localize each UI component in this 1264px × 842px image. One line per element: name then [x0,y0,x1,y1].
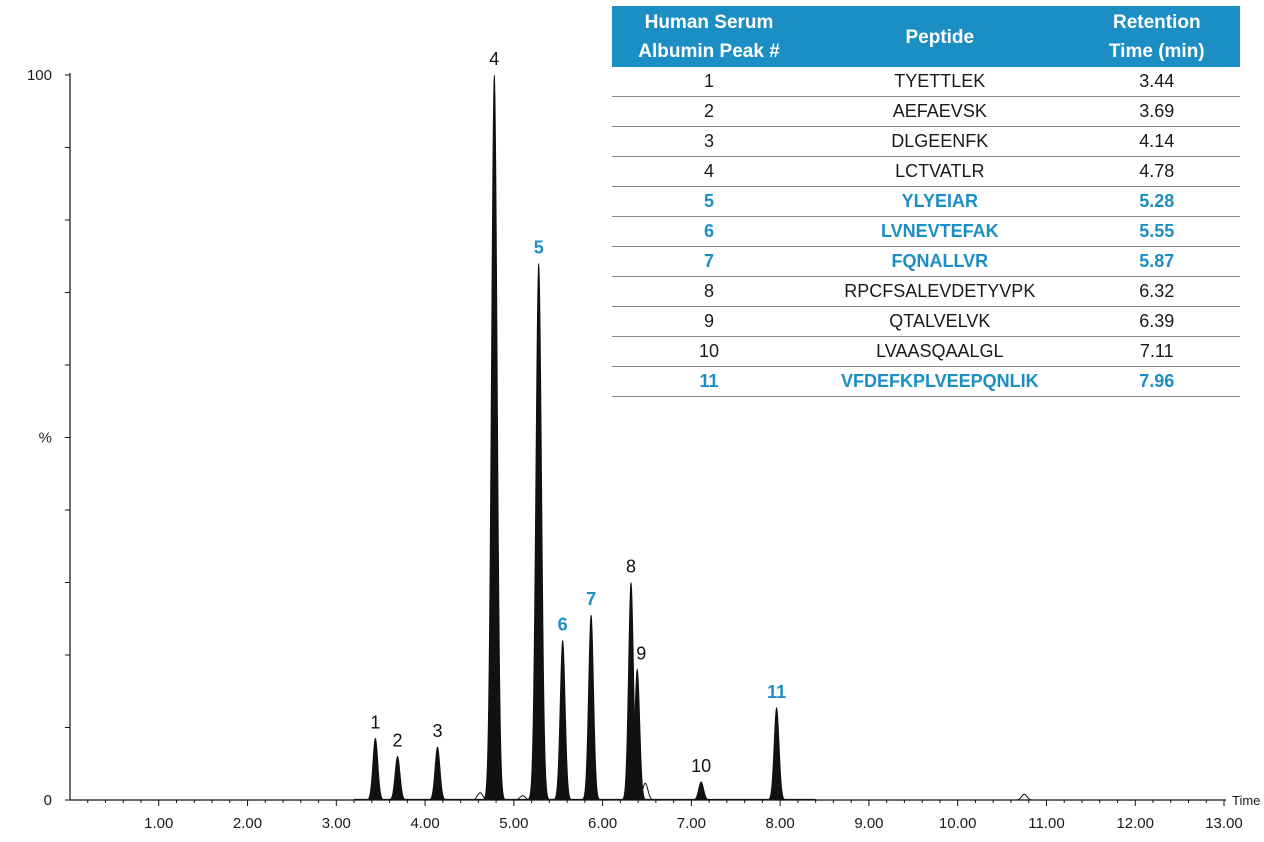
x-tick-label: 12.00 [1116,815,1154,832]
peak-label: 5 [534,238,544,258]
peak-label: 3 [432,721,442,741]
x-axis-title: Time [1232,793,1260,808]
peak-label: 4 [489,49,499,69]
table-row: 6 LVNEVTEFAK 5.55 [612,216,1240,247]
table-cell-peak: 1 [612,67,807,97]
chromatogram-trace [354,74,1035,801]
table-row: 5 YLYEIAR 5.28 [612,186,1240,217]
peak-2 [387,755,408,801]
minor-feature [1013,793,1035,801]
table-cell-peptide: QTALVELVK [806,306,1074,337]
table-cell-rt: 6.32 [1073,276,1240,307]
table-row: 10 LVAASQAALGL 7.11 [612,336,1240,367]
y-tick-label: % [39,430,52,447]
peak-1 [365,737,386,801]
table-cell-peak: 11 [612,366,807,397]
table-cell-rt: 3.69 [1073,96,1240,127]
peak-3 [427,746,448,801]
x-tick-label: 9.00 [854,815,883,832]
table-row: 8 RPCFSALEVDETYVPK 6.32 [612,276,1240,307]
x-tick-label: 1.00 [144,815,173,832]
peak-6 [552,640,574,801]
table-cell-peptide: YLYEIAR [806,186,1074,217]
x-tick-label: 6.00 [588,815,617,832]
table-cell-peak: 10 [612,336,807,367]
x-tick-label: 7.00 [677,815,706,832]
x-tick-label: 5.00 [499,815,528,832]
table-cell-peptide: DLGEENFK [806,126,1074,157]
table-row: 11 VFDEFKPLVEEPQNLIK 7.96 [612,366,1240,397]
table-row: 3 DLGEENFK 4.14 [612,126,1240,157]
x-tick-label: 13.00 [1205,815,1243,832]
table-cell-peptide: FQNALLVR [806,246,1074,277]
table-cell-peak: 4 [612,156,807,187]
peak-10 [690,781,712,801]
table-body: 1 TYETTLEK 3.44 2 AEFAEVSK 3.69 3 DLGEENFK 4.14 4… [612,67,1240,397]
table-cell-peak: 5 [612,186,807,217]
peak-5 [526,263,551,801]
table-cell-peptide: LVNEVTEFAK [806,216,1074,247]
table-cell-rt: 7.96 [1073,366,1240,397]
peak-11 [766,706,787,801]
header-retention-time: Retention Time (min) [1073,6,1240,67]
x-tick-label: 11.00 [1028,815,1064,832]
table-cell-rt: 4.78 [1073,156,1240,187]
table-cell-rt: 3.44 [1073,67,1240,97]
header-peak-line-1: Human Serum [644,12,774,33]
header-rt-line-1: Retention [1112,12,1201,33]
table-cell-rt: 5.28 [1073,186,1240,217]
peak-label: 10 [691,756,711,776]
peak-4 [482,74,507,801]
peak-label: 11 [767,682,786,702]
table-cell-peak: 3 [612,126,807,157]
peak-label: 9 [636,644,646,664]
y-tick-label: 100 [27,67,52,84]
header-peak-number: Human Serum Albumin Peak # [612,6,807,67]
table-cell-rt: 6.39 [1073,306,1240,337]
table-cell-rt: 4.14 [1073,126,1240,157]
table-cell-rt: 5.55 [1073,216,1240,247]
header-peak-line-2: Albumin Peak # [638,41,780,62]
x-tick-label: 3.00 [322,815,351,832]
table-cell-rt: 5.87 [1073,246,1240,277]
table-row: 9 QTALVELVK 6.39 [612,306,1240,337]
table-cell-peptide: LCTVATLR [806,156,1074,187]
x-tick-label: 2.00 [233,815,262,832]
table-row: 1 TYETTLEK 3.44 [612,67,1240,97]
table-row: 7 FQNALLVR 5.87 [612,246,1240,277]
peak-table: Human Serum Albumin Peak # Peptide Reten… [612,6,1240,397]
table-row: 2 AEFAEVSK 3.69 [612,96,1240,127]
peak-label: 6 [558,615,568,635]
peak-label: 8 [626,557,636,577]
x-tick-label: 4.00 [410,815,439,832]
y-tick-label: 0 [44,792,52,809]
table-cell-peak: 2 [612,96,807,127]
x-tick-label: 10.00 [939,815,977,832]
table-header-row: Human Serum Albumin Peak # Peptide Reten… [612,6,1240,67]
table-cell-peak: 8 [612,276,807,307]
peak-9 [626,668,648,801]
table-cell-rt: 7.11 [1073,336,1240,367]
table-cell-peptide: AEFAEVSK [806,96,1074,127]
table-cell-peptide: RPCFSALEVDETYVPK [806,276,1074,307]
table-cell-peptide: LVAASQAALGL [806,336,1074,367]
peak-label: 1 [370,712,380,732]
table-cell-peptide: TYETTLEK [806,67,1074,97]
table-cell-peptide: VFDEFKPLVEEPQNLIK [806,366,1074,397]
chart-axes: 1.00 2.00 3.00 4.00 5.00 6.00 7.00 8.00 9.00 10.0… [27,67,1260,832]
peak-7 [580,615,602,801]
x-tick-label: 8.00 [766,815,795,832]
peak-label: 7 [586,589,596,609]
header-rt-line-2: Time (min) [1108,41,1205,62]
header-peptide: Peptide [806,6,1074,67]
table-cell-peak: 7 [612,246,807,277]
table-cell-peak: 9 [612,306,807,337]
table-row: 4 LCTVATLR 4.78 [612,156,1240,187]
table-cell-peak: 6 [612,216,807,247]
peak-label: 2 [393,731,403,751]
peak-labels: 12 3 4 5 67 8 9 10 11 [370,49,786,776]
